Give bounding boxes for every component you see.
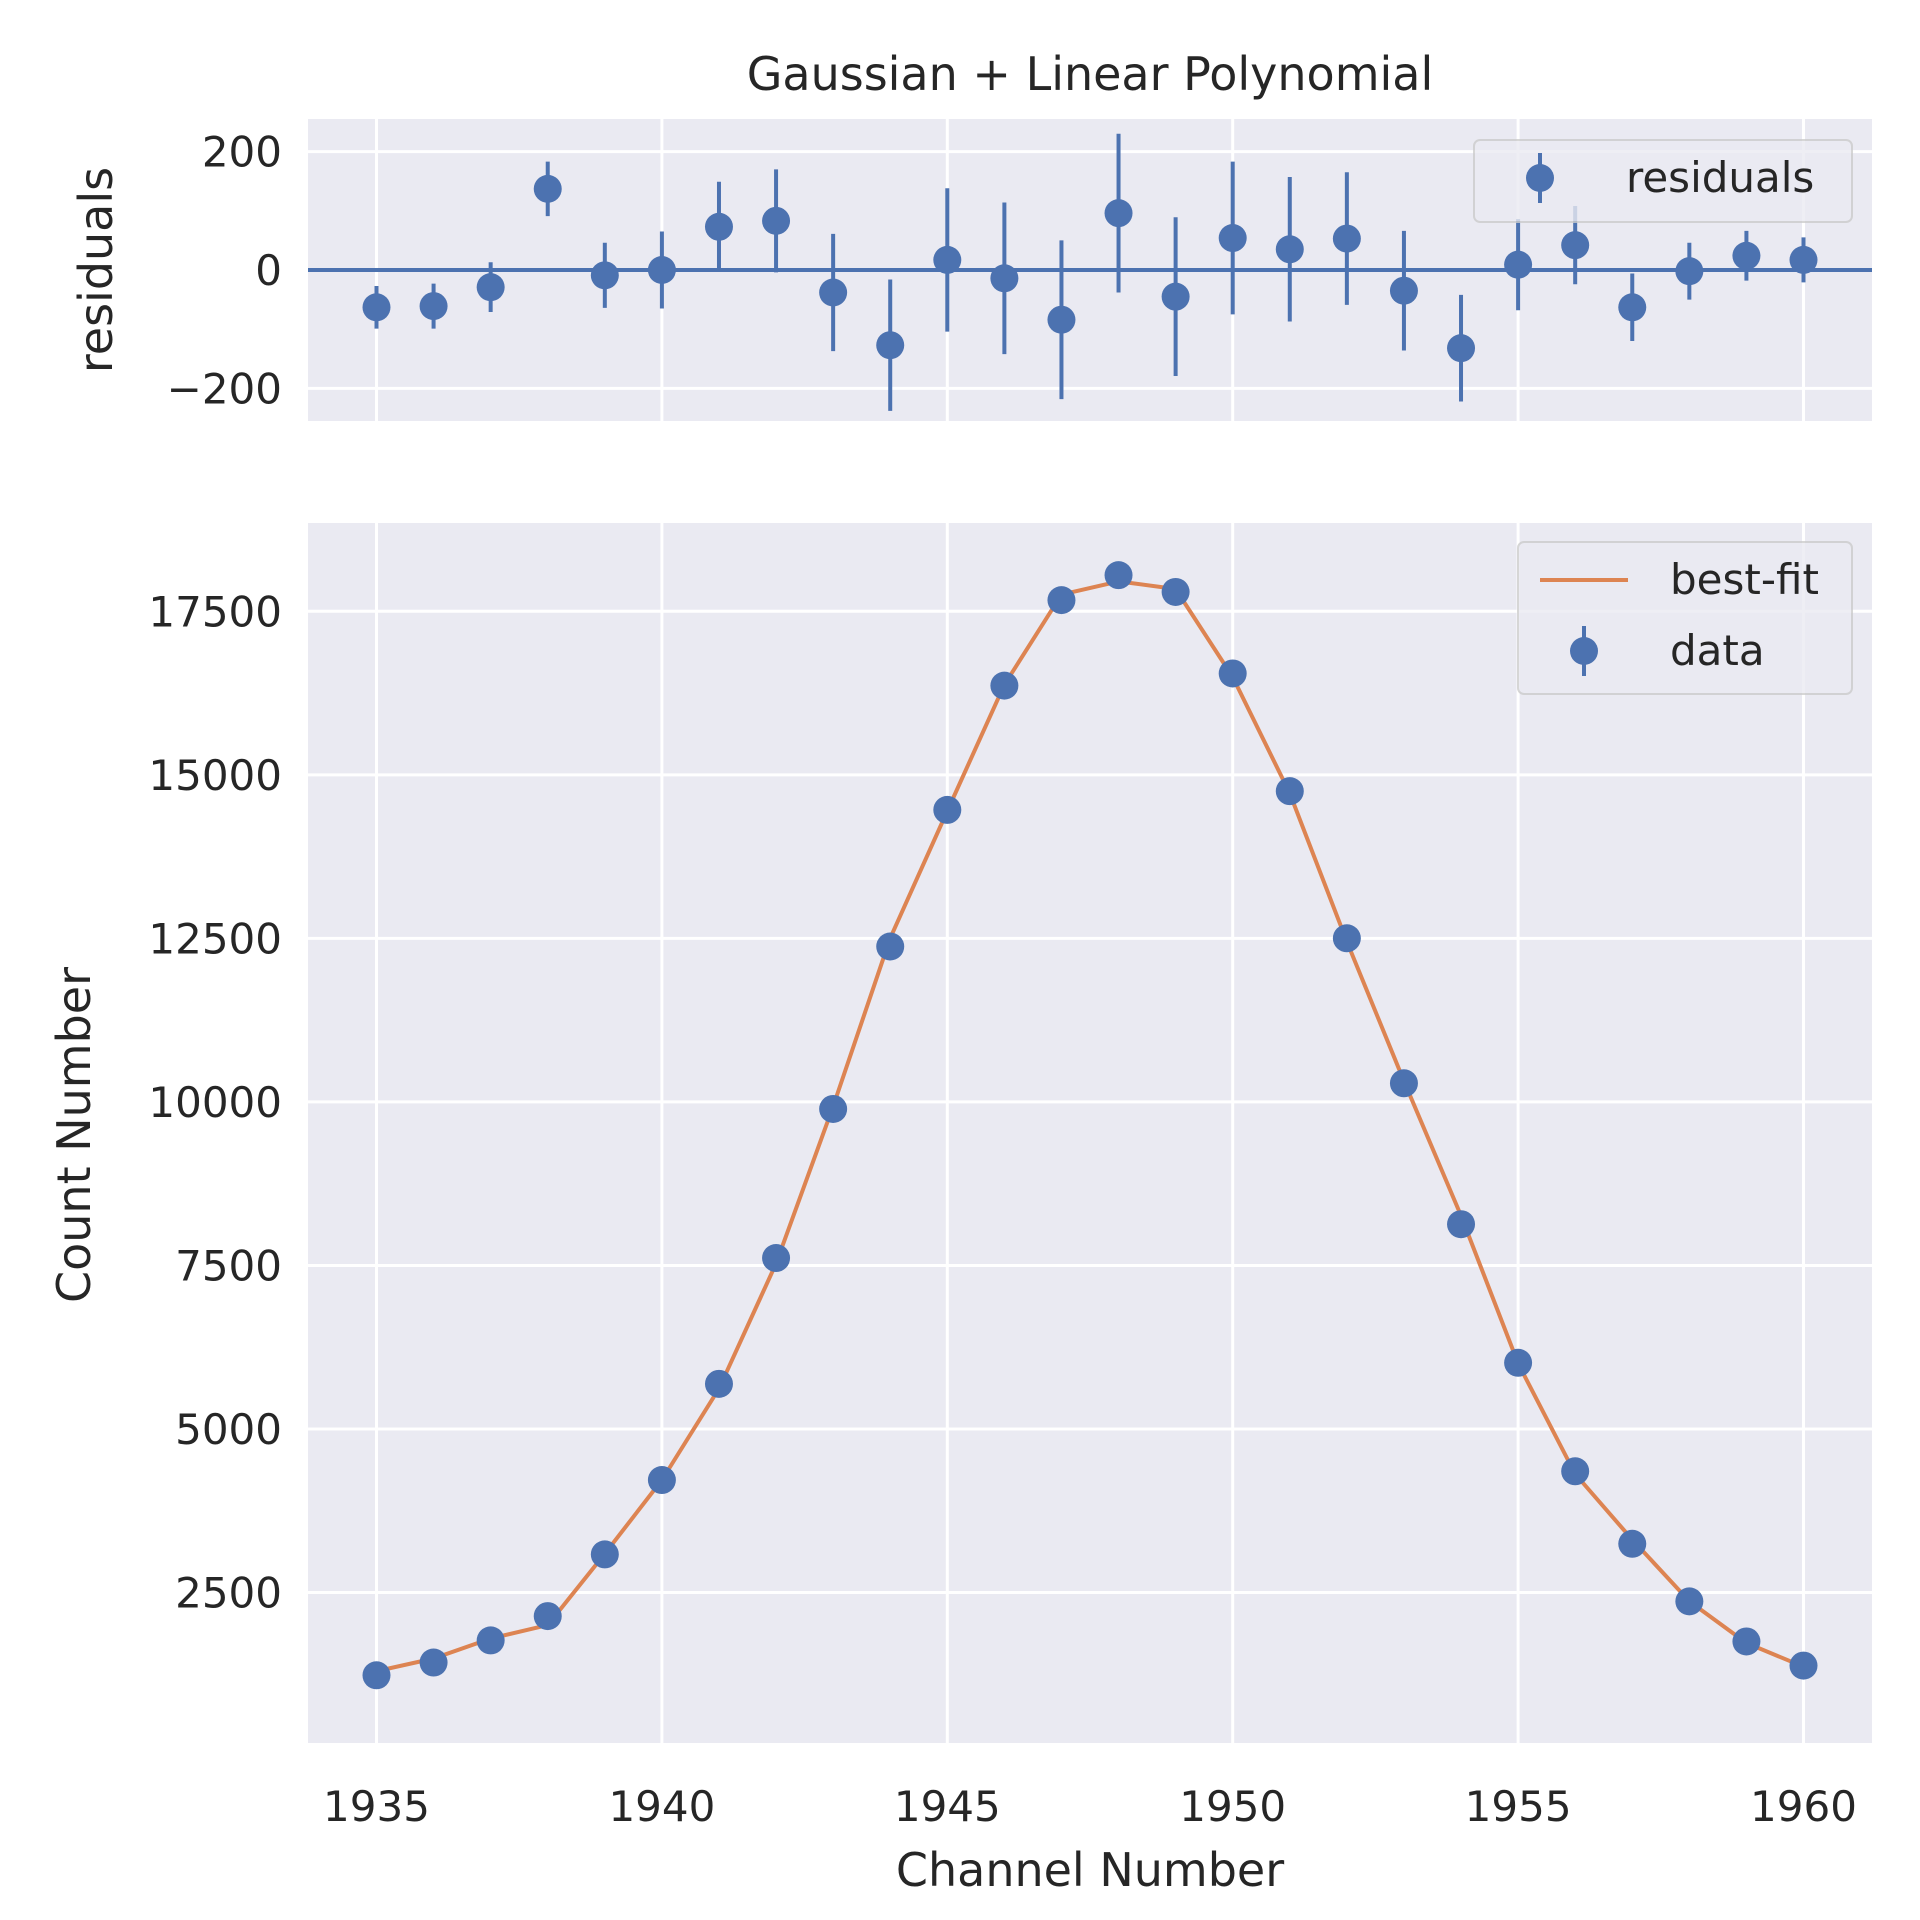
residuals-panel: 200 0 −200 Gaussian + Linear Polynomial re… [69,47,1872,421]
residual-point [1047,305,1076,334]
residual-point [533,174,562,203]
residuals-legend-label: residuals [1626,153,1814,202]
best-fit-legend-label: best-fit [1670,555,1819,604]
counts-x-tick-label: 1960 [1750,1782,1857,1831]
residual-point [1389,276,1418,305]
residuals-legend-box [1473,139,1853,223]
residual-point [647,256,676,284]
best-fit-line [376,579,1805,1674]
data-point [1104,561,1133,590]
residual-point [1332,224,1361,253]
data-point [1161,577,1190,606]
counts-y-tick-label: 2500 [175,1569,282,1618]
data-point [819,1094,848,1123]
residual-point [419,292,448,321]
data-point [1789,1651,1818,1680]
data-point [590,1540,619,1569]
counts-x-tick-label: 1950 [1179,1782,1286,1831]
data-point [1332,924,1361,953]
counts-x-tick-labels: 1935 1940 1945 1950 1955 1960 [323,1782,1857,1831]
counts-y-tick-label: 15000 [148,751,282,800]
data-point [1389,1069,1418,1098]
counts-y-tick-label: 17500 [148,587,282,636]
residual-point [1618,293,1647,322]
residual-point [933,245,962,274]
data-point [1447,1210,1476,1239]
data-point [933,795,962,824]
counts-y-tick-label: 5000 [175,1405,282,1454]
residual-point [1504,250,1533,279]
data-point [533,1602,562,1631]
residual-point [762,206,791,235]
counts-x-tick-label: 1945 [894,1782,1001,1831]
counts-y-tick-label: 7500 [175,1241,282,1290]
residual-point [476,273,505,302]
residuals-y-tick-label: 0 [255,246,282,295]
residuals-legend: residuals [1473,139,1853,223]
residuals-y-tick-labels: 200 0 −200 [167,128,282,414]
data-point [1561,1457,1590,1486]
data-point [1504,1348,1533,1377]
data-point [762,1244,791,1273]
residual-point [1218,224,1247,253]
counts-x-tick-label: 1955 [1465,1782,1572,1831]
residuals-legend-marker [1526,164,1554,192]
data-point [1275,777,1304,806]
residual-point [1789,245,1818,274]
residual-point [1561,231,1590,260]
residuals-marks [308,133,1872,411]
counts-x-axis-label: Channel Number [896,1843,1284,1897]
data-point [704,1369,733,1398]
residual-point [1675,257,1704,286]
residual-point [876,331,905,360]
data-point [876,932,905,961]
data-legend-marker [1570,637,1598,665]
counts-y-tick-label: 12500 [148,914,282,963]
counts-legend: best-fit data [1517,541,1853,695]
data-point [647,1466,676,1495]
residual-point [362,293,391,322]
residual-point [819,278,848,307]
counts-x-tick-label: 1940 [608,1782,715,1831]
data-point [1218,659,1247,688]
residual-point [990,264,1019,293]
data-point [990,671,1019,700]
residual-point [590,261,619,290]
data-point [1732,1627,1761,1656]
counts-plot-area [308,523,1872,1743]
counts-marks [362,561,1818,1690]
residual-point [1104,199,1133,228]
data-point [476,1626,505,1655]
data-point [362,1661,391,1690]
residual-point [1732,241,1761,270]
data-point [419,1648,448,1677]
chart-title: Gaussian + Linear Polynomial [747,47,1434,101]
counts-y-axis-label: Count Number [47,967,101,1303]
counts-y-tick-label: 10000 [148,1078,282,1127]
residual-point [1161,282,1190,311]
data-point [1618,1529,1647,1558]
counts-grid [308,523,1872,1743]
data-point [1675,1587,1704,1616]
residual-point [1447,334,1476,363]
data-point [1047,586,1076,615]
residuals-y-tick-label: −200 [167,364,282,413]
residual-point [1275,235,1304,264]
residuals-y-axis-label: residuals [69,167,123,373]
data-legend-label: data [1670,626,1765,675]
counts-y-tick-labels: 2500 5000 7500 10000 12500 15000 17500 [148,587,282,1617]
counts-x-tick-label: 1935 [323,1782,430,1831]
residual-point [704,212,733,241]
residuals-y-tick-label: 200 [202,128,282,177]
counts-panel: 2500 5000 7500 10000 12500 15000 17500 1935 194… [47,523,1872,1897]
